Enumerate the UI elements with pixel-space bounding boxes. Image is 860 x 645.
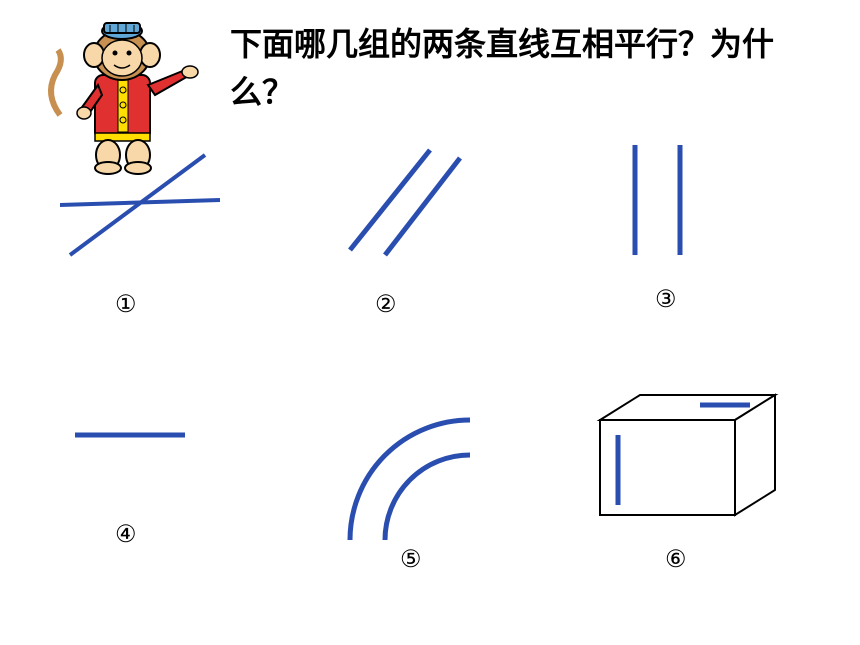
figure-3-label: ③ bbox=[655, 285, 677, 314]
figure-6-label: ⑥ bbox=[665, 545, 687, 574]
figure-4-label: ④ bbox=[115, 520, 137, 549]
figure-1-label: ① bbox=[115, 290, 137, 319]
figure-6-cuboid bbox=[590, 390, 790, 535]
question-text: 下面哪几组的两条直线互相平行？为什么？ bbox=[230, 20, 790, 116]
figure-3-parallel-vertical bbox=[600, 140, 720, 275]
figure-4-single-line bbox=[70, 395, 200, 480]
figure-2-label: ② bbox=[375, 290, 397, 319]
figure-2-parallel-diagonal bbox=[330, 140, 480, 275]
figure-5-label: ⑤ bbox=[400, 545, 422, 574]
figure-1-intersecting bbox=[60, 150, 230, 275]
figure-5-arcs bbox=[330, 400, 500, 555]
